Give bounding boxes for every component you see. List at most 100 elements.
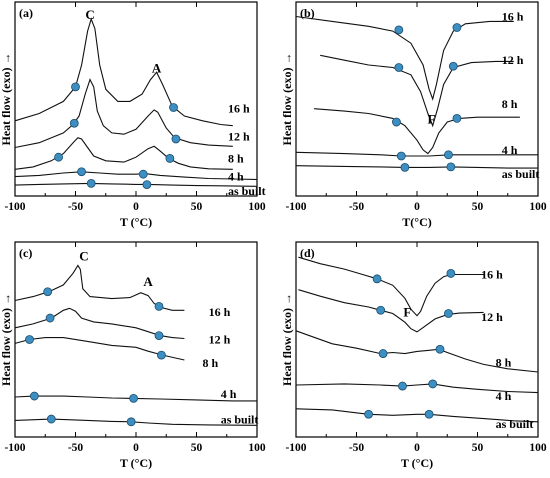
- transition-marker: [378, 349, 388, 358]
- x-tick-label: 0: [414, 442, 420, 454]
- transition-marker: [43, 287, 53, 297]
- x-tick-label: 0: [414, 201, 420, 213]
- transition-marker: [77, 167, 86, 177]
- transition-marker: [138, 169, 148, 179]
- transition-marker: [86, 178, 96, 188]
- transition-marker: [45, 313, 55, 323]
- x-tick-label: 0: [133, 201, 139, 213]
- curve-label: 8 h: [496, 355, 512, 369]
- x-axis-label: T (°C): [401, 456, 433, 470]
- transition-marker: [372, 274, 382, 284]
- peak-label: F: [428, 111, 436, 126]
- panel-3: -100 -50 0 50 100 T (°C) Heat flow (exo) → (d) 1…: [280, 241, 547, 470]
- x-tick-label: 50: [472, 201, 484, 213]
- transition-marker: [394, 25, 404, 35]
- curve-label: 12 h: [228, 130, 250, 144]
- y-axis-label: Heat flow (exo) →: [280, 53, 294, 146]
- x-tick-label: -100: [4, 442, 25, 454]
- transition-marker: [400, 162, 410, 172]
- panel-label: (b): [300, 6, 315, 20]
- curve-label: 4 h: [228, 170, 244, 184]
- x-tick-label: 100: [529, 442, 547, 454]
- transition-marker: [444, 150, 453, 160]
- panel-0: -100 -50 0 50 100 T (°C) Heat flow (exo) → (a) 1…: [0, 1, 266, 229]
- x-axis-label: T (°C): [120, 456, 152, 470]
- panel-label: (a): [19, 6, 33, 20]
- curve-label: as built: [228, 184, 266, 198]
- curve-16-h: [14, 17, 233, 127]
- curve-4-h: [295, 383, 539, 394]
- transition-marker: [154, 331, 164, 341]
- x-axis-label: T (°C): [120, 215, 152, 229]
- transition-marker: [71, 82, 80, 92]
- x-axis-label: T(°C): [402, 215, 431, 229]
- curve-label: 4 h: [496, 389, 512, 403]
- x-tick-label: -100: [285, 442, 306, 454]
- transition-marker: [435, 344, 445, 354]
- curve-label: 12 h: [209, 333, 231, 347]
- x-tick-label: -50: [68, 442, 84, 454]
- transition-marker: [396, 151, 406, 161]
- transition-marker: [129, 393, 138, 403]
- curve-8-h: [14, 137, 233, 170]
- transition-marker: [171, 134, 181, 144]
- transition-marker: [446, 269, 456, 278]
- curve-label: as built: [496, 417, 534, 431]
- transition-marker: [29, 391, 39, 401]
- curve-label: 12 h: [481, 310, 503, 324]
- curve-label: 16 h: [228, 102, 250, 116]
- x-tick-label: 50: [191, 201, 203, 213]
- curve-label: 12 h: [502, 53, 524, 67]
- curve-label: 16 h: [481, 268, 503, 282]
- transition-marker: [376, 305, 386, 315]
- x-tick-label: -50: [349, 442, 365, 454]
- curve-label: 16 h: [209, 305, 231, 319]
- transition-marker: [169, 103, 178, 112]
- transition-marker: [154, 301, 164, 311]
- peak-label: A: [143, 274, 153, 289]
- curve-label: 4 h: [221, 387, 237, 401]
- curve-16-h: [295, 15, 514, 101]
- panel-2: -100 -50 0 50 100 T (°C) Heat flow (exo) → (c) 1…: [0, 241, 266, 470]
- transition-marker: [446, 162, 456, 172]
- transition-marker: [157, 350, 166, 360]
- curve-label: 8 h: [502, 97, 518, 111]
- transition-marker: [142, 180, 152, 190]
- panel-label: (c): [19, 246, 32, 260]
- curve-label: 8 h: [228, 151, 244, 165]
- transition-marker: [428, 379, 438, 389]
- transition-marker: [448, 61, 458, 71]
- curve-label: 8 h: [203, 356, 219, 370]
- peak-label: A: [152, 60, 162, 75]
- transition-marker: [364, 409, 374, 419]
- transition-marker: [46, 414, 56, 424]
- y-axis-label: Heat flow (exo) →: [280, 293, 294, 386]
- curve-12-h: [298, 289, 484, 333]
- panel-label: (d): [300, 246, 315, 260]
- curve-4-h: [295, 151, 538, 157]
- y-axis-label: Heat flow (exo) →: [0, 293, 13, 386]
- curve-label: as built: [502, 167, 540, 181]
- x-tick-label: 100: [248, 201, 266, 213]
- y-axis-label: Heat flow (exo) →: [0, 53, 13, 146]
- peak-label: F: [403, 304, 411, 319]
- curve-8-h: [14, 337, 185, 361]
- panel-1: -100 -50 0 50 100 T(°C) Heat flow (exo) → (b) 16…: [280, 1, 547, 229]
- transition-marker: [69, 118, 79, 128]
- x-tick-label: 50: [472, 442, 484, 454]
- peak-label: C: [85, 7, 94, 22]
- curve-4-h: [14, 171, 258, 181]
- transition-marker: [165, 154, 175, 163]
- plot-frame: [14, 1, 258, 197]
- transition-marker: [444, 309, 453, 318]
- transition-marker: [394, 63, 404, 72]
- transition-marker: [452, 23, 462, 32]
- x-tick-label: 100: [529, 201, 547, 213]
- transition-marker: [54, 152, 63, 162]
- curve-4-h: [14, 395, 257, 402]
- x-tick-label: -100: [285, 201, 306, 213]
- curve-label: 4 h: [502, 143, 518, 157]
- transition-marker: [392, 117, 401, 127]
- transition-marker: [25, 335, 34, 344]
- x-tick-label: -100: [4, 201, 25, 213]
